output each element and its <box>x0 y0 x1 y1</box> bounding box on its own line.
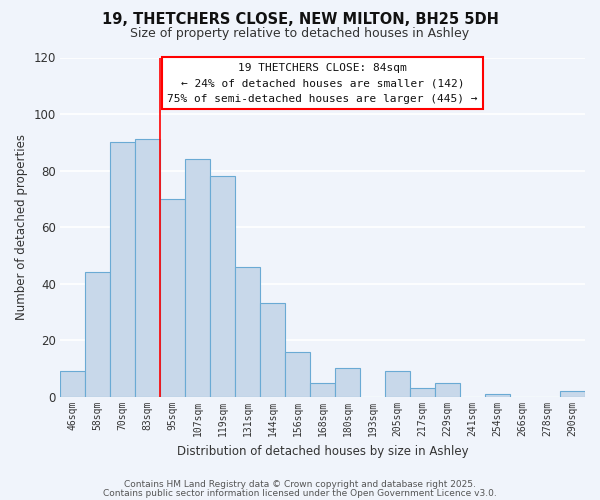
Bar <box>560 391 585 397</box>
Bar <box>385 372 410 397</box>
Bar <box>110 142 135 397</box>
Bar <box>485 394 510 397</box>
Text: Contains HM Land Registry data © Crown copyright and database right 2025.: Contains HM Land Registry data © Crown c… <box>124 480 476 489</box>
Bar <box>160 199 185 397</box>
Text: 19 THETCHERS CLOSE: 84sqm
← 24% of detached houses are smaller (142)
75% of semi: 19 THETCHERS CLOSE: 84sqm ← 24% of detac… <box>167 62 478 104</box>
Bar <box>435 382 460 397</box>
Y-axis label: Number of detached properties: Number of detached properties <box>15 134 28 320</box>
X-axis label: Distribution of detached houses by size in Ashley: Distribution of detached houses by size … <box>177 444 469 458</box>
Text: 19, THETCHERS CLOSE, NEW MILTON, BH25 5DH: 19, THETCHERS CLOSE, NEW MILTON, BH25 5D… <box>101 12 499 28</box>
Bar <box>335 368 360 397</box>
Bar <box>410 388 435 397</box>
Bar <box>260 304 285 397</box>
Bar <box>285 352 310 397</box>
Bar <box>235 266 260 397</box>
Bar <box>60 372 85 397</box>
Text: Contains public sector information licensed under the Open Government Licence v3: Contains public sector information licen… <box>103 488 497 498</box>
Text: Size of property relative to detached houses in Ashley: Size of property relative to detached ho… <box>130 28 470 40</box>
Bar <box>135 140 160 397</box>
Bar <box>310 382 335 397</box>
Bar <box>85 272 110 397</box>
Bar <box>185 160 210 397</box>
Bar <box>210 176 235 397</box>
